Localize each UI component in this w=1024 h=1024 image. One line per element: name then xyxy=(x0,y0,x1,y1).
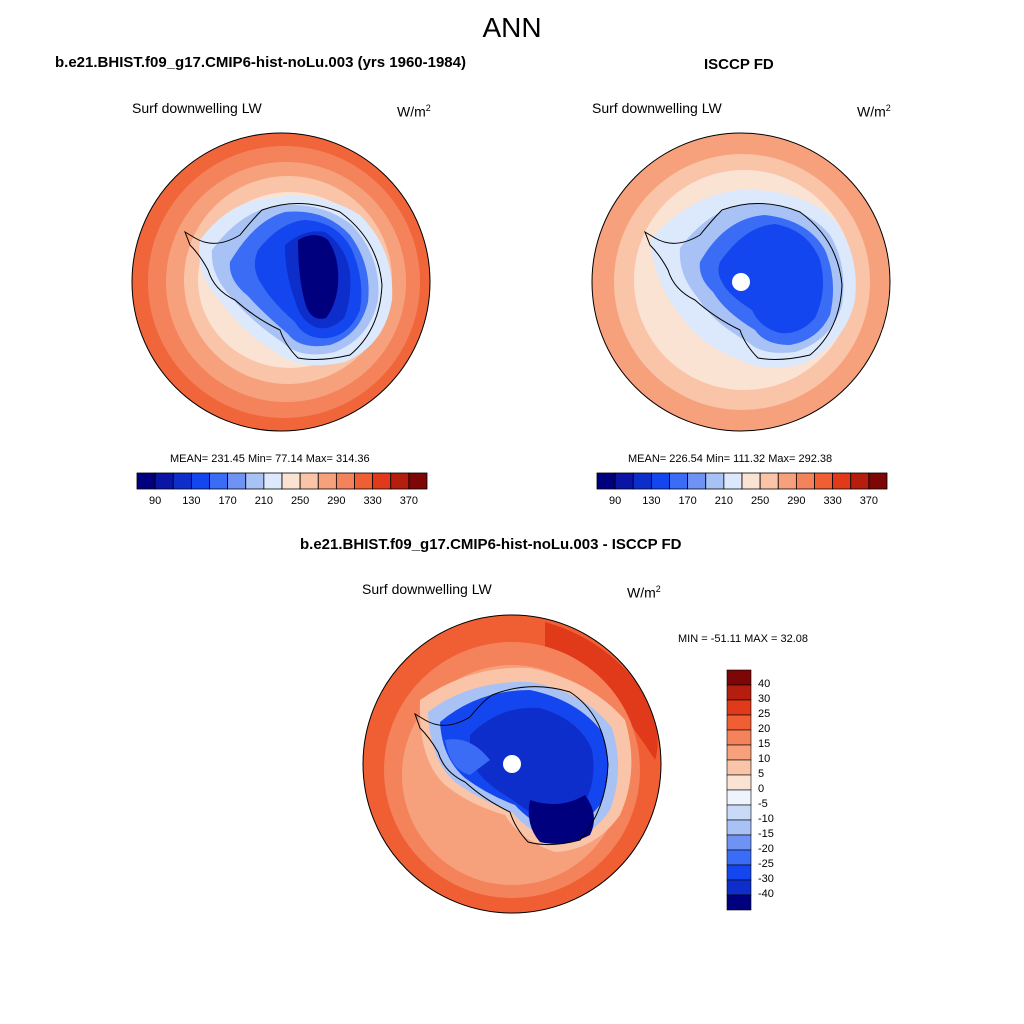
colorbar-swatch xyxy=(726,789,752,806)
colorbar-tick-label: 330 xyxy=(823,495,842,507)
colorbar-swatch xyxy=(726,669,752,686)
colorbar-tick-label: 15 xyxy=(758,738,771,750)
colorbar-tick-label: -15 xyxy=(758,828,774,840)
figure-title: ANN xyxy=(482,12,542,43)
model-panel-title: b.e21.BHIST.f09_g17.CMIP6-hist-noLu.003 … xyxy=(55,54,466,71)
obs-colorbar xyxy=(596,472,888,490)
colorbar-swatch xyxy=(726,699,752,716)
colorbar-swatch xyxy=(726,864,752,881)
diff-panel-title: b.e21.BHIST.f09_g17.CMIP6-hist-noLu.003 … xyxy=(300,536,682,553)
colorbar-tick-label: 210 xyxy=(714,495,734,507)
obs-stats: MEAN= 226.54 Min= 111.32 Max= 292.38 xyxy=(628,453,833,465)
diff-colorbar xyxy=(726,669,752,911)
colorbar-tick-label: -5 xyxy=(758,798,768,810)
obs-units-label: W/m2 xyxy=(857,103,891,120)
colorbar-tick-label: -40 xyxy=(758,888,774,900)
model-colorbar xyxy=(136,472,428,490)
obs-variable-label: Surf downwelling LW xyxy=(592,100,722,116)
diff-units-label: W/m2 xyxy=(627,584,661,601)
colorbar-tick-label: 90 xyxy=(149,495,162,507)
colorbar-tick-label: -25 xyxy=(758,858,774,870)
colorbar-tick-label: -30 xyxy=(758,873,774,885)
colorbar-tick-label: 25 xyxy=(758,708,771,720)
model-stats: MEAN= 231.45 Min= 77.14 Max= 314.36 xyxy=(170,453,370,465)
colorbar-swatch xyxy=(726,729,752,746)
colorbar-swatch xyxy=(726,819,752,836)
colorbar-swatch xyxy=(726,774,752,791)
colorbar-tick-label: 370 xyxy=(859,495,879,507)
colorbar-swatch xyxy=(408,472,428,490)
colorbar-swatch xyxy=(726,804,752,821)
colorbar-tick-label: 40 xyxy=(758,678,771,690)
colorbar-tick-label: 250 xyxy=(290,495,310,507)
colorbar-tick-label: 10 xyxy=(758,753,771,765)
colorbar-swatch xyxy=(726,894,752,911)
colorbar-tick-label: -20 xyxy=(758,843,774,855)
colorbar-tick-label: 0 xyxy=(758,783,765,795)
colorbar-tick-label: 210 xyxy=(254,495,274,507)
colorbar-tick-label: 90 xyxy=(609,495,622,507)
colorbar-swatch xyxy=(726,759,752,776)
colorbar-swatch xyxy=(726,684,752,701)
diff-variable-label: Surf downwelling LW xyxy=(362,581,492,597)
colorbar-tick-label: 5 xyxy=(758,768,765,780)
colorbar-swatch xyxy=(726,879,752,896)
diff-stats: MIN = -51.11 MAX = 32.08 xyxy=(678,633,809,645)
colorbar-tick-label: 130 xyxy=(642,495,661,507)
colorbar-tick-label: 170 xyxy=(218,495,237,507)
colorbar-tick-label: 170 xyxy=(678,495,697,507)
model-units-label: W/m2 xyxy=(397,103,431,120)
colorbar-swatch xyxy=(726,834,752,851)
colorbar-tick-label: 330 xyxy=(363,495,382,507)
colorbar-swatch xyxy=(868,472,888,490)
colorbar-tick-label: 30 xyxy=(758,693,771,705)
colorbar-tick-label: 290 xyxy=(327,495,346,507)
colorbar-tick-label: 370 xyxy=(399,495,419,507)
colorbar-swatch xyxy=(726,714,752,731)
colorbar-tick-label: 130 xyxy=(182,495,201,507)
colorbar-tick-label: 20 xyxy=(758,723,771,735)
obs-panel-title: ISCCP FD xyxy=(704,56,774,73)
model-variable-label: Surf downwelling LW xyxy=(132,100,262,116)
colorbar-swatch xyxy=(726,744,752,761)
colorbar-tick-label: -10 xyxy=(758,813,774,825)
colorbar-tick-label: 290 xyxy=(787,495,806,507)
colorbar-tick-label: 250 xyxy=(750,495,770,507)
colorbar-swatch xyxy=(726,849,752,866)
